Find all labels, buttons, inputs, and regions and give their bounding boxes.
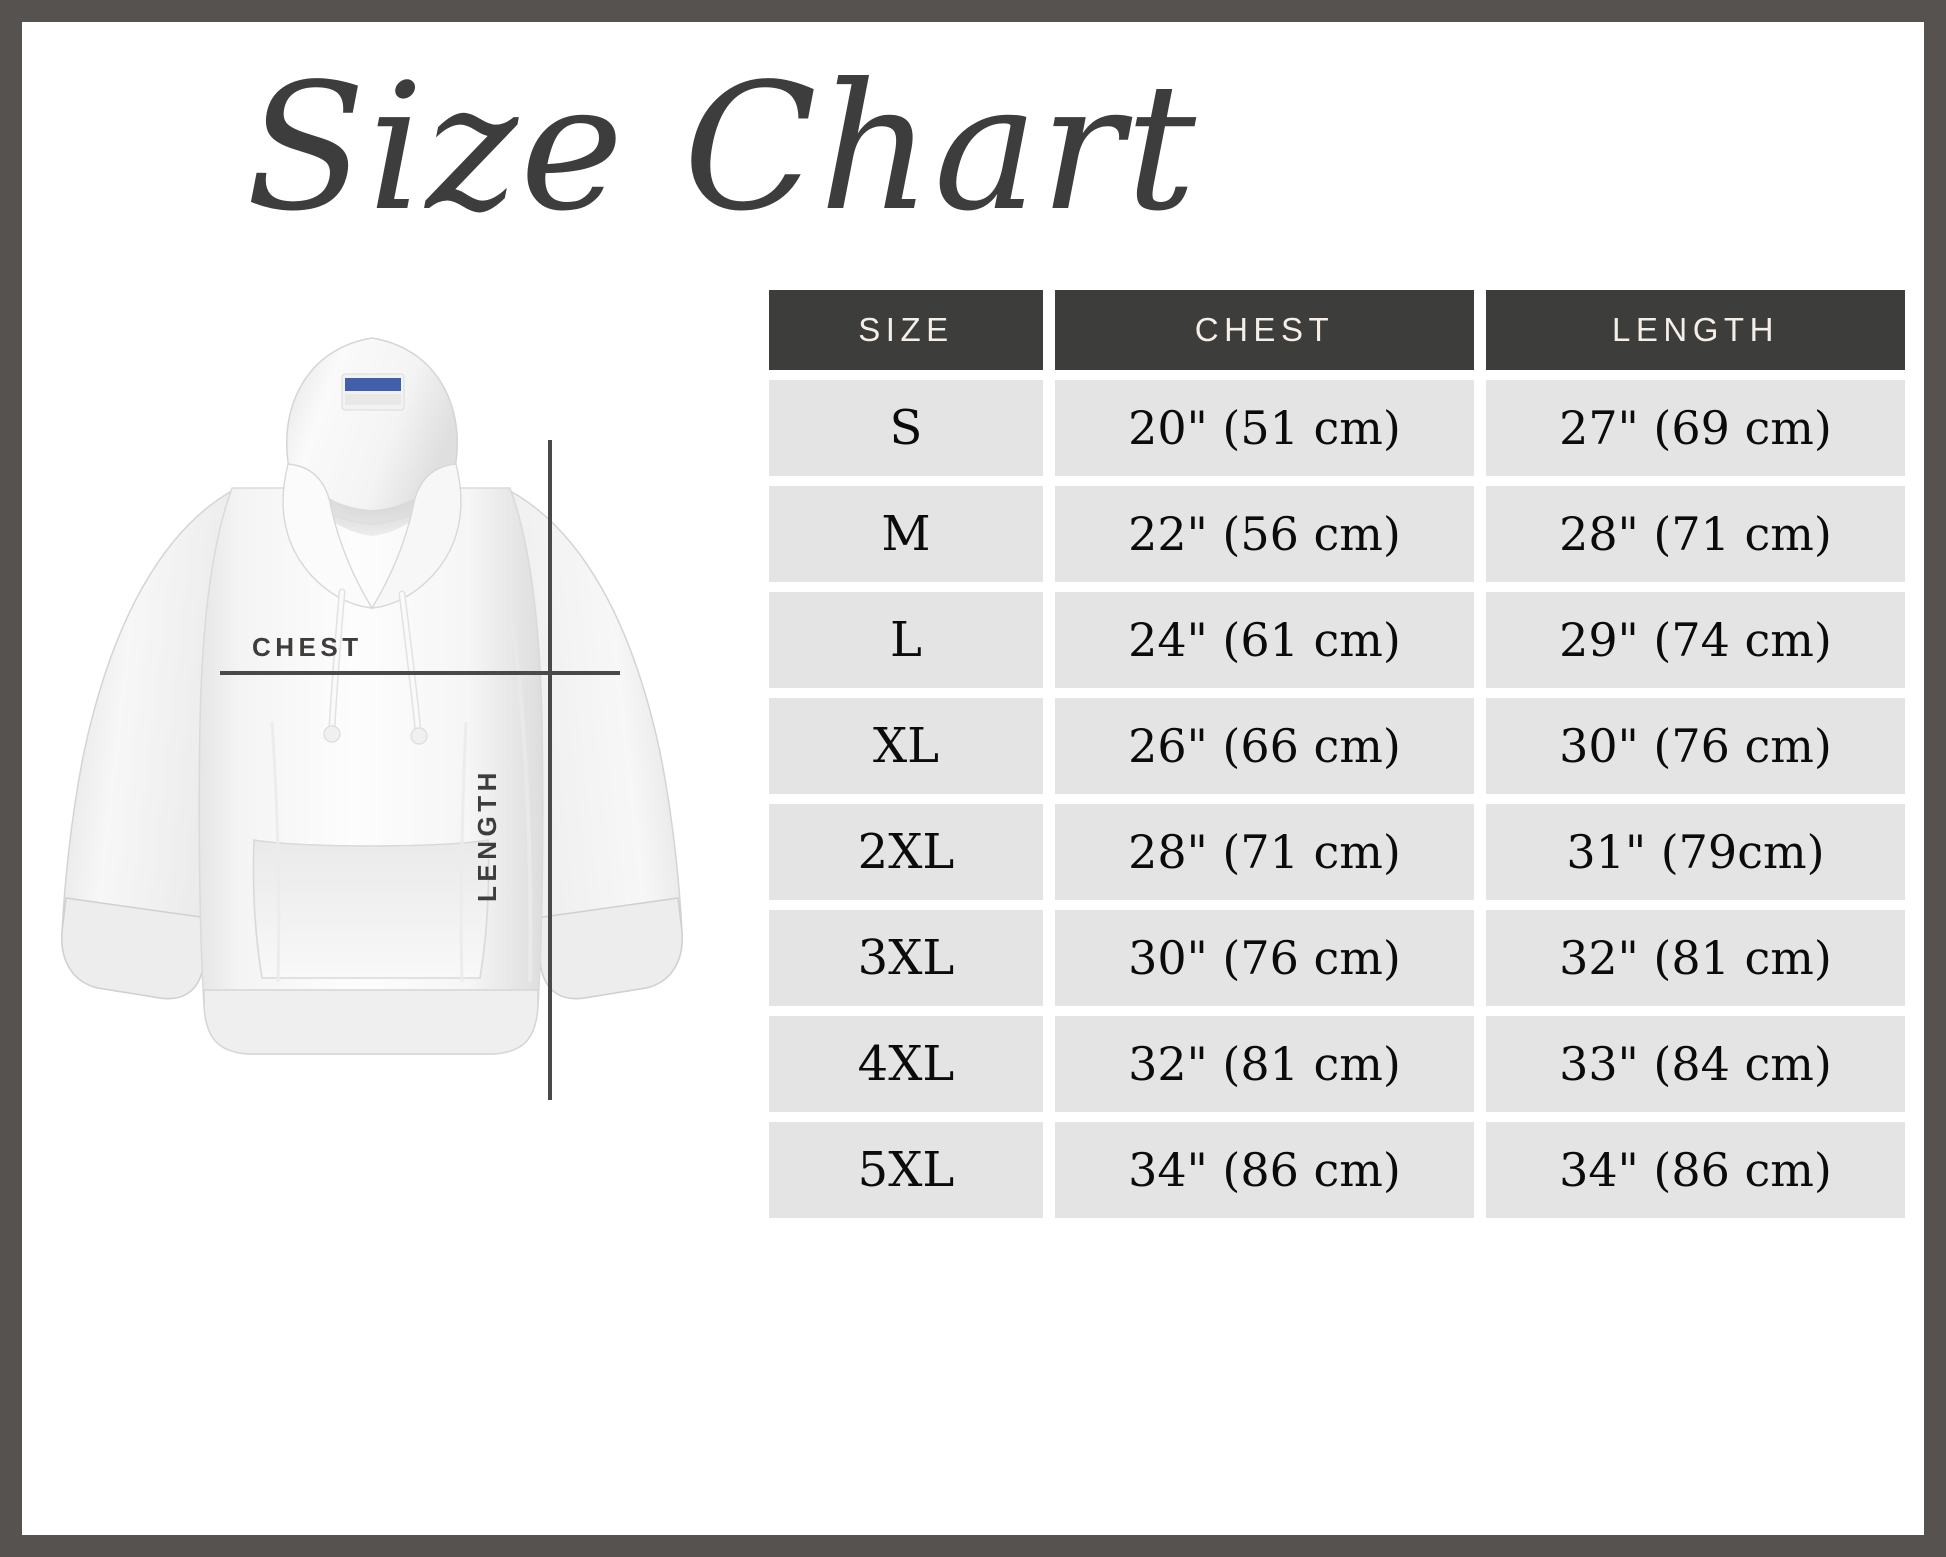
chest-measure-line — [220, 671, 620, 675]
cell-chest: 26" (66 cm) — [1054, 698, 1474, 794]
hoodie-illustration — [61, 337, 683, 1055]
cell-length: 31" (79cm) — [1485, 804, 1905, 900]
cell-chest: 28" (71 cm) — [1054, 804, 1474, 900]
cell-chest: 34" (86 cm) — [1054, 1122, 1474, 1218]
garment-diagram: CHEST LENGTH — [42, 292, 722, 1112]
cell-size: 2XL — [769, 804, 1043, 900]
cell-length: 28" (71 cm) — [1485, 486, 1905, 582]
cell-chest: 30" (76 cm) — [1054, 910, 1474, 1006]
table-row: 4XL 32" (81 cm) 33" (84 cm) — [769, 1016, 1905, 1112]
chest-measure-label: CHEST — [252, 632, 363, 662]
cell-chest: 24" (61 cm) — [1054, 592, 1474, 688]
table-row: L 24" (61 cm) 29" (74 cm) — [769, 592, 1905, 688]
column-header-length: LENGTH — [1485, 290, 1905, 370]
table-row: XL 26" (66 cm) 30" (76 cm) — [769, 698, 1905, 794]
cell-chest: 22" (56 cm) — [1054, 486, 1474, 582]
cell-size: 5XL — [769, 1122, 1043, 1218]
length-measure-line — [548, 440, 552, 1100]
cell-size: L — [769, 592, 1043, 688]
table-row: 3XL 30" (76 cm) 32" (81 cm) — [769, 910, 1905, 1006]
cell-chest: 32" (81 cm) — [1054, 1016, 1474, 1112]
table-row: S 20" (51 cm) 27" (69 cm) — [769, 380, 1905, 476]
cell-chest: 20" (51 cm) — [1054, 380, 1474, 476]
cell-length: 29" (74 cm) — [1485, 592, 1905, 688]
column-header-chest: CHEST — [1054, 290, 1474, 370]
cell-length: 32" (81 cm) — [1485, 910, 1905, 1006]
cell-size: 3XL — [769, 910, 1043, 1006]
cell-length: 33" (84 cm) — [1485, 1016, 1905, 1112]
length-measure-label: LENGTH — [472, 768, 502, 902]
size-chart-canvas: Size Chart — [22, 22, 1924, 1535]
column-header-size: SIZE — [769, 290, 1043, 370]
cell-length: 34" (86 cm) — [1485, 1122, 1905, 1218]
page-title: Size Chart — [245, 47, 1199, 250]
cell-length: 27" (69 cm) — [1485, 380, 1905, 476]
cell-size: 4XL — [769, 1016, 1043, 1112]
table-row: M 22" (56 cm) 28" (71 cm) — [769, 486, 1905, 582]
table-row: 2XL 28" (71 cm) 31" (79cm) — [769, 804, 1905, 900]
cell-size: XL — [769, 698, 1043, 794]
cell-size: S — [769, 380, 1043, 476]
table-row: 5XL 34" (86 cm) 34" (86 cm) — [769, 1122, 1905, 1218]
table-header-row: SIZE CHEST LENGTH — [769, 290, 1905, 370]
cell-length: 30" (76 cm) — [1485, 698, 1905, 794]
cell-size: M — [769, 486, 1043, 582]
size-measurements-table: SIZE CHEST LENGTH S 20" (51 cm) 27" (69 … — [757, 280, 1917, 1228]
